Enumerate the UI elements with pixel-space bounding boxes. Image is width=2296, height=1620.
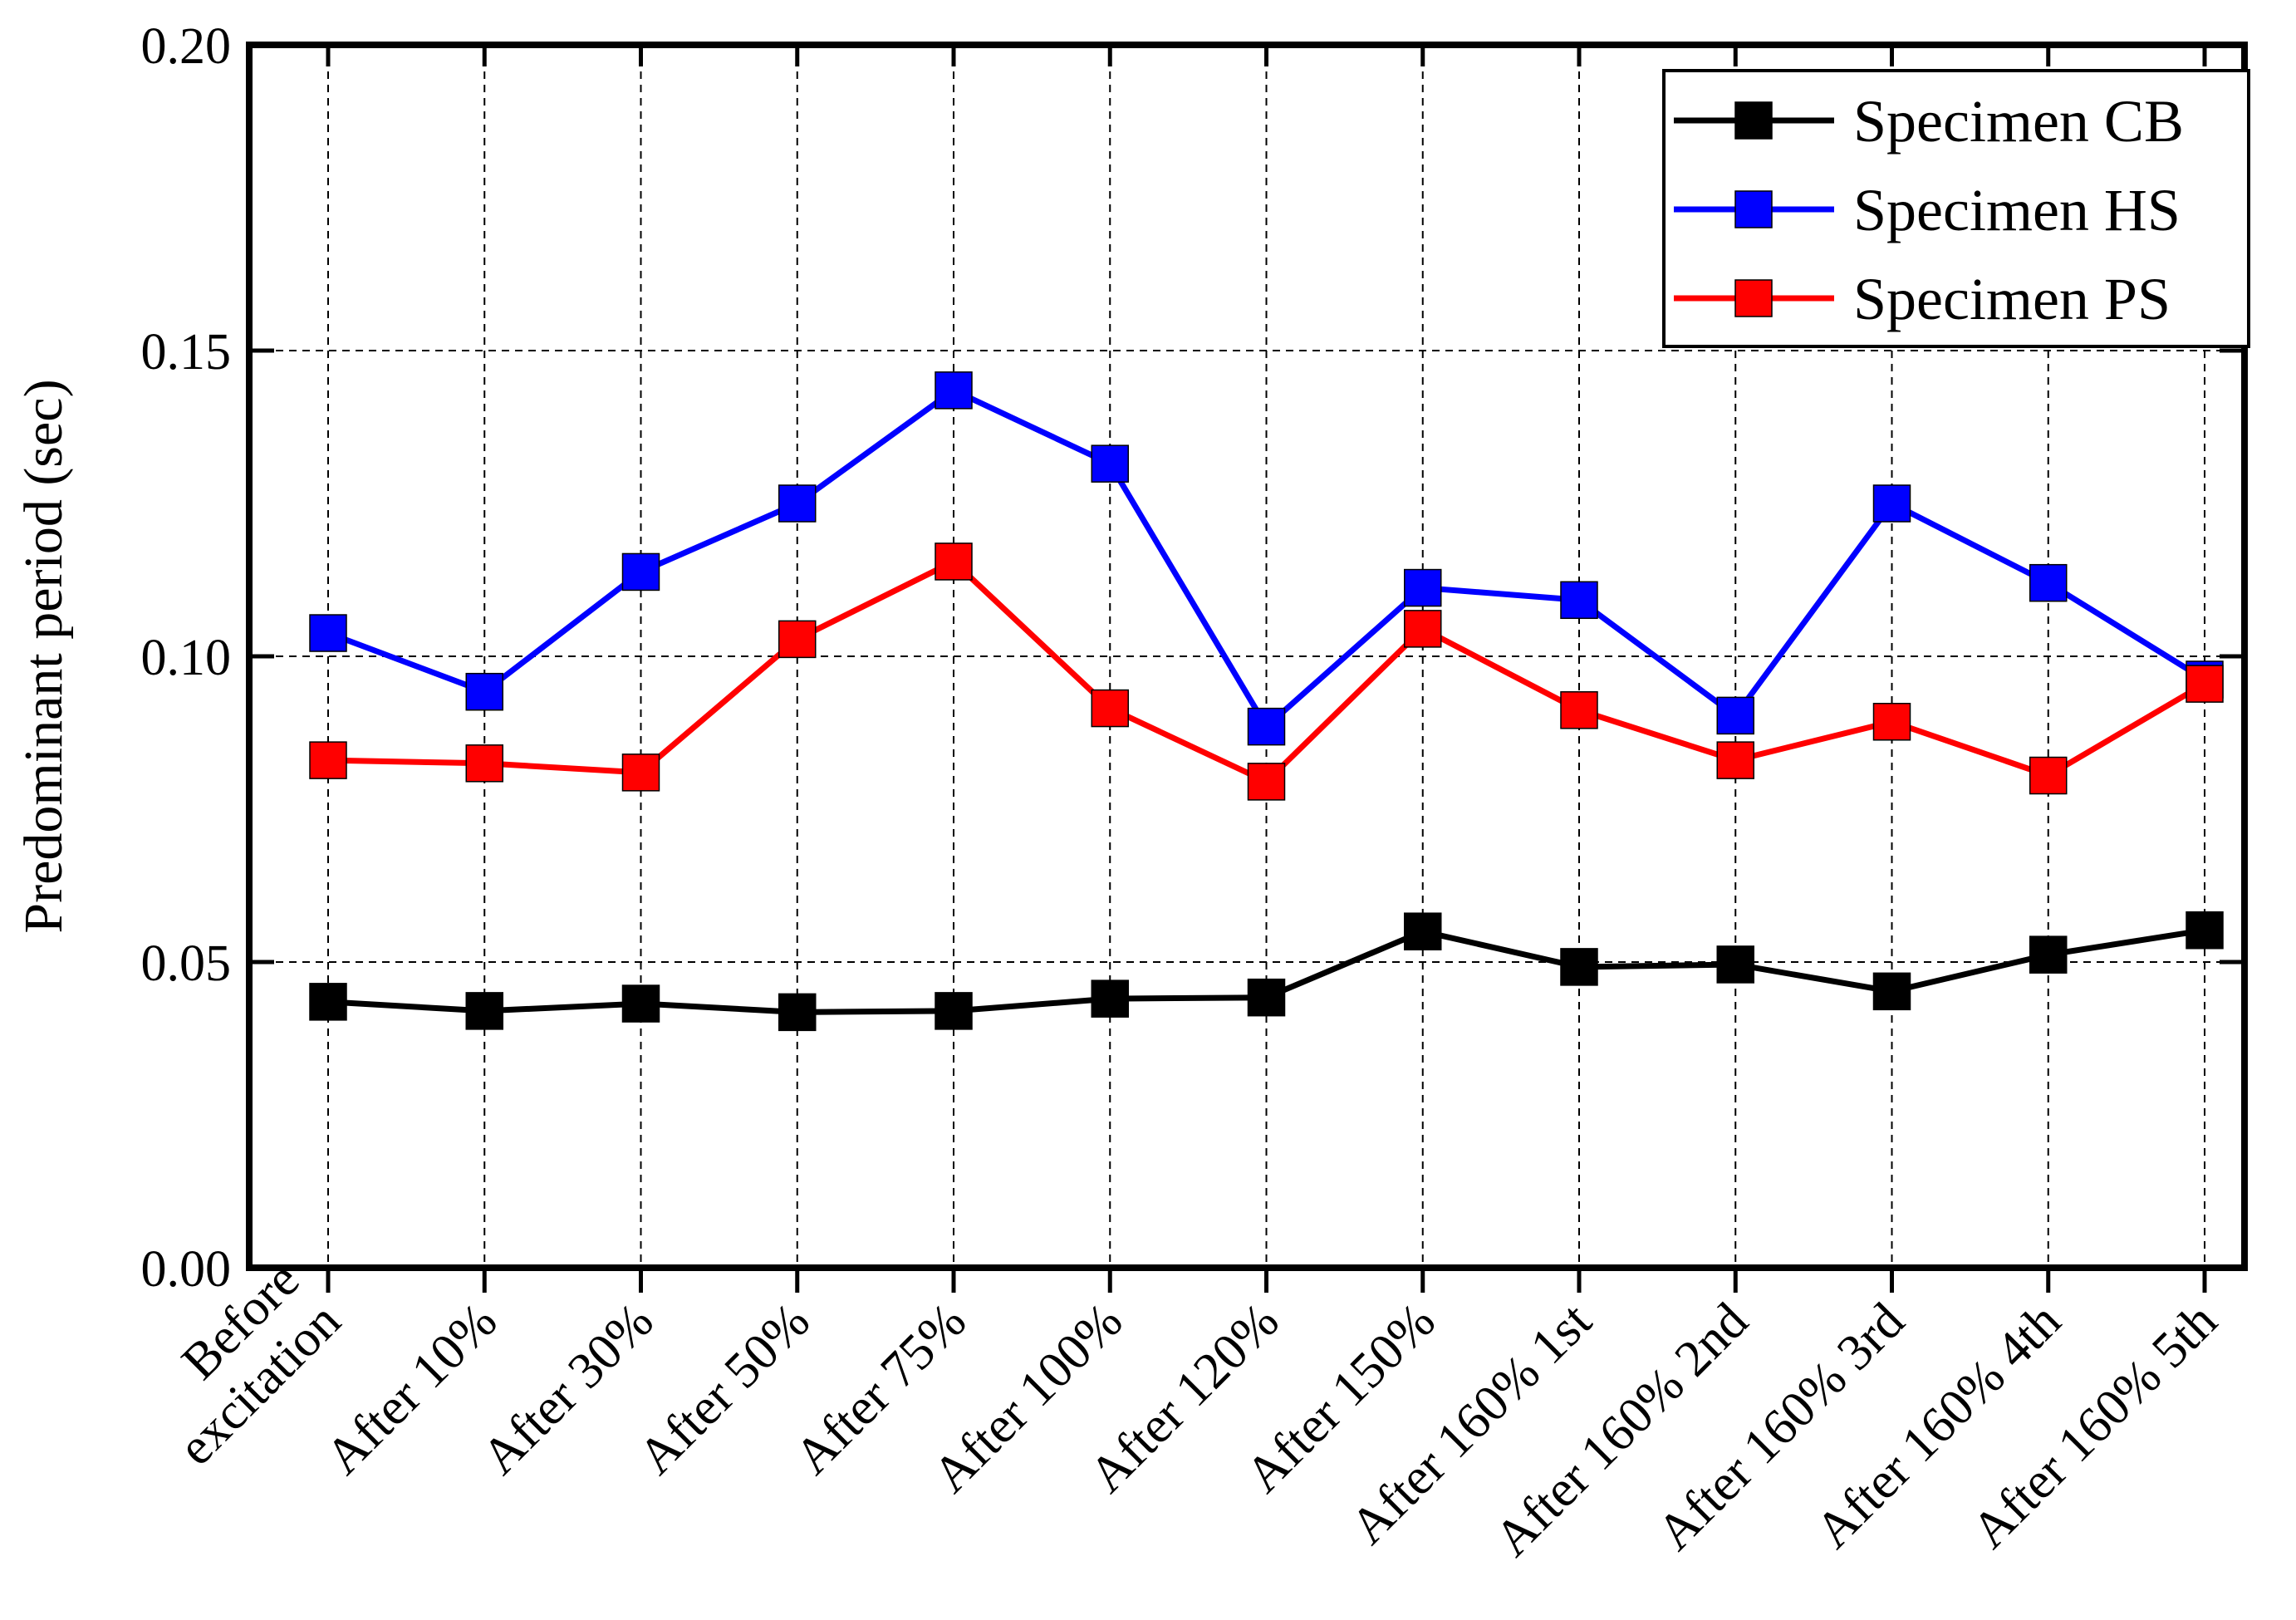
data-point	[2029, 563, 2068, 602]
legend-label: Specimen CB	[1853, 88, 2184, 155]
x-category-label-line: After 30%	[471, 1293, 664, 1485]
data-point	[1404, 610, 1442, 648]
data-point	[935, 371, 973, 410]
data-point	[1091, 444, 1129, 483]
data-point	[935, 992, 973, 1030]
x-category-label: After 10%	[315, 1293, 508, 1485]
legend-marker	[1734, 101, 1773, 140]
y-tick-label: 0.10	[141, 630, 232, 686]
data-point	[778, 484, 817, 523]
data-point	[1247, 978, 1286, 1017]
legend-label: Specimen HS	[1853, 177, 2181, 243]
data-point	[1560, 691, 1598, 729]
y-tick-label: 0.05	[141, 935, 232, 992]
data-point	[309, 983, 347, 1021]
data-point	[1404, 568, 1442, 607]
data-point	[309, 614, 347, 652]
y-axis-title: Predominant period (sec)	[13, 379, 74, 933]
data-point	[1716, 696, 1754, 735]
data-point	[1872, 484, 1911, 523]
data-point	[1247, 763, 1286, 801]
data-point	[621, 754, 660, 792]
data-point	[621, 984, 660, 1023]
data-point	[465, 744, 503, 783]
grid-layer	[249, 45, 2244, 1268]
data-point	[778, 620, 817, 659]
data-point	[1091, 979, 1129, 1018]
data-point	[2186, 911, 2224, 950]
data-point	[1091, 689, 1129, 728]
data-point	[778, 993, 817, 1032]
x-category-label-line: After 10%	[315, 1293, 508, 1485]
data-point	[1872, 972, 1911, 1011]
data-point	[2029, 756, 2068, 795]
data-point	[1560, 581, 1598, 620]
legend: Specimen CB Specimen HS Specimen PS	[1662, 69, 2250, 348]
data-point	[465, 992, 503, 1030]
data-point	[1716, 945, 1754, 984]
series-layer	[309, 371, 2224, 1032]
legend-label: Specimen PS	[1853, 266, 2171, 332]
data-point	[1560, 948, 1598, 986]
data-point	[1404, 912, 1442, 950]
legend-marker	[1734, 279, 1773, 317]
x-category-label: After 50%	[628, 1293, 821, 1485]
data-point	[2029, 935, 2068, 974]
data-point	[1716, 741, 1754, 779]
data-point	[465, 672, 503, 711]
data-point	[1872, 703, 1911, 741]
x-category-label-line: After 50%	[628, 1293, 821, 1485]
data-point	[621, 552, 660, 592]
y-tick-label: 0.20	[141, 18, 232, 75]
data-point	[2186, 665, 2224, 703]
data-point	[1247, 707, 1286, 746]
data-point	[935, 542, 973, 581]
y-tick-label: 0.15	[141, 324, 232, 380]
y-tick-label: 0.00	[141, 1241, 232, 1298]
legend-marker	[1734, 190, 1773, 228]
data-point	[309, 741, 347, 779]
x-category-label: After 30%	[471, 1293, 664, 1485]
